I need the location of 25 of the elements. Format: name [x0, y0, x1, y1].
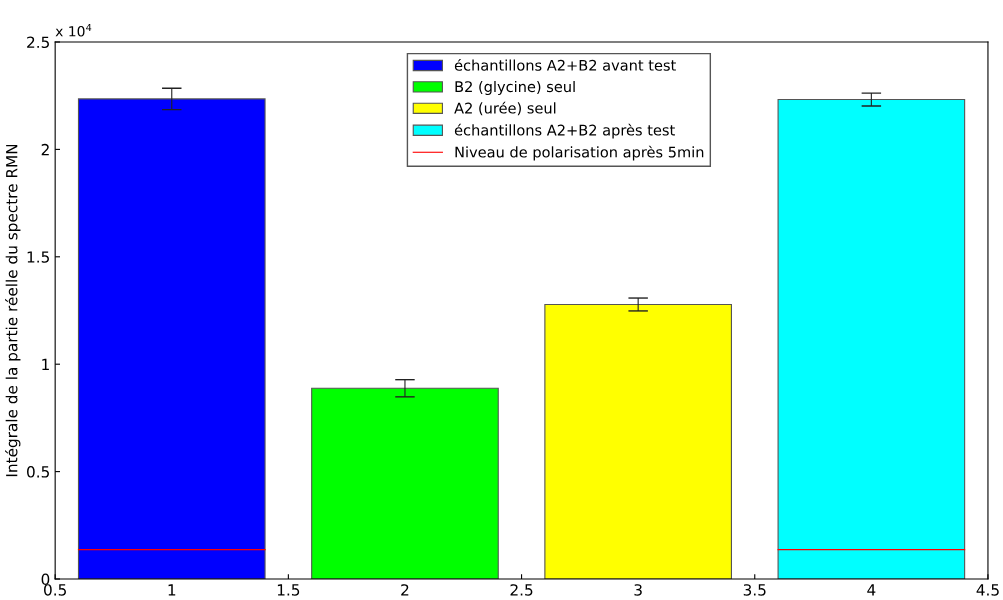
x-tick-label: 4.5 [976, 584, 999, 596]
y-axis-title: Intégrale de la partie réelle du spectre RMN [5, 144, 21, 477]
x-tick-label: 4 [867, 584, 876, 596]
y-tick-label: 1.5 [27, 251, 49, 263]
legend-label: Niveau de polarisation après 5min [455, 145, 704, 161]
x-tick-label: 2 [401, 584, 409, 596]
legend-label: échantillons A2+B2 après test [454, 123, 675, 139]
bar [77, 98, 266, 579]
x-tick-label: 1.5 [277, 584, 300, 596]
bar [544, 303, 732, 579]
legend-label: échantillons A2+B2 avant test [454, 58, 676, 71]
x-tick-label: 3 [634, 584, 642, 596]
bar [311, 387, 499, 579]
y-tick-label: 0 [41, 573, 50, 586]
x-tick-label: 2.5 [510, 584, 533, 596]
legend-label: A2 (urée) seul [454, 101, 556, 116]
x-tick-label: 3.5 [743, 584, 766, 596]
y-tick-label: 2 [41, 143, 49, 156]
text: x 10$^{4}$ [55, 23, 92, 37]
y-tick-label: 1 [42, 358, 49, 370]
y-tick-label: 2.5 [27, 36, 49, 49]
x-tick-label: 1 [168, 584, 176, 596]
y-tick-label: 0.5 [27, 466, 49, 478]
legend-label: B2 (glycine) seul [455, 80, 575, 96]
bar [777, 99, 966, 579]
